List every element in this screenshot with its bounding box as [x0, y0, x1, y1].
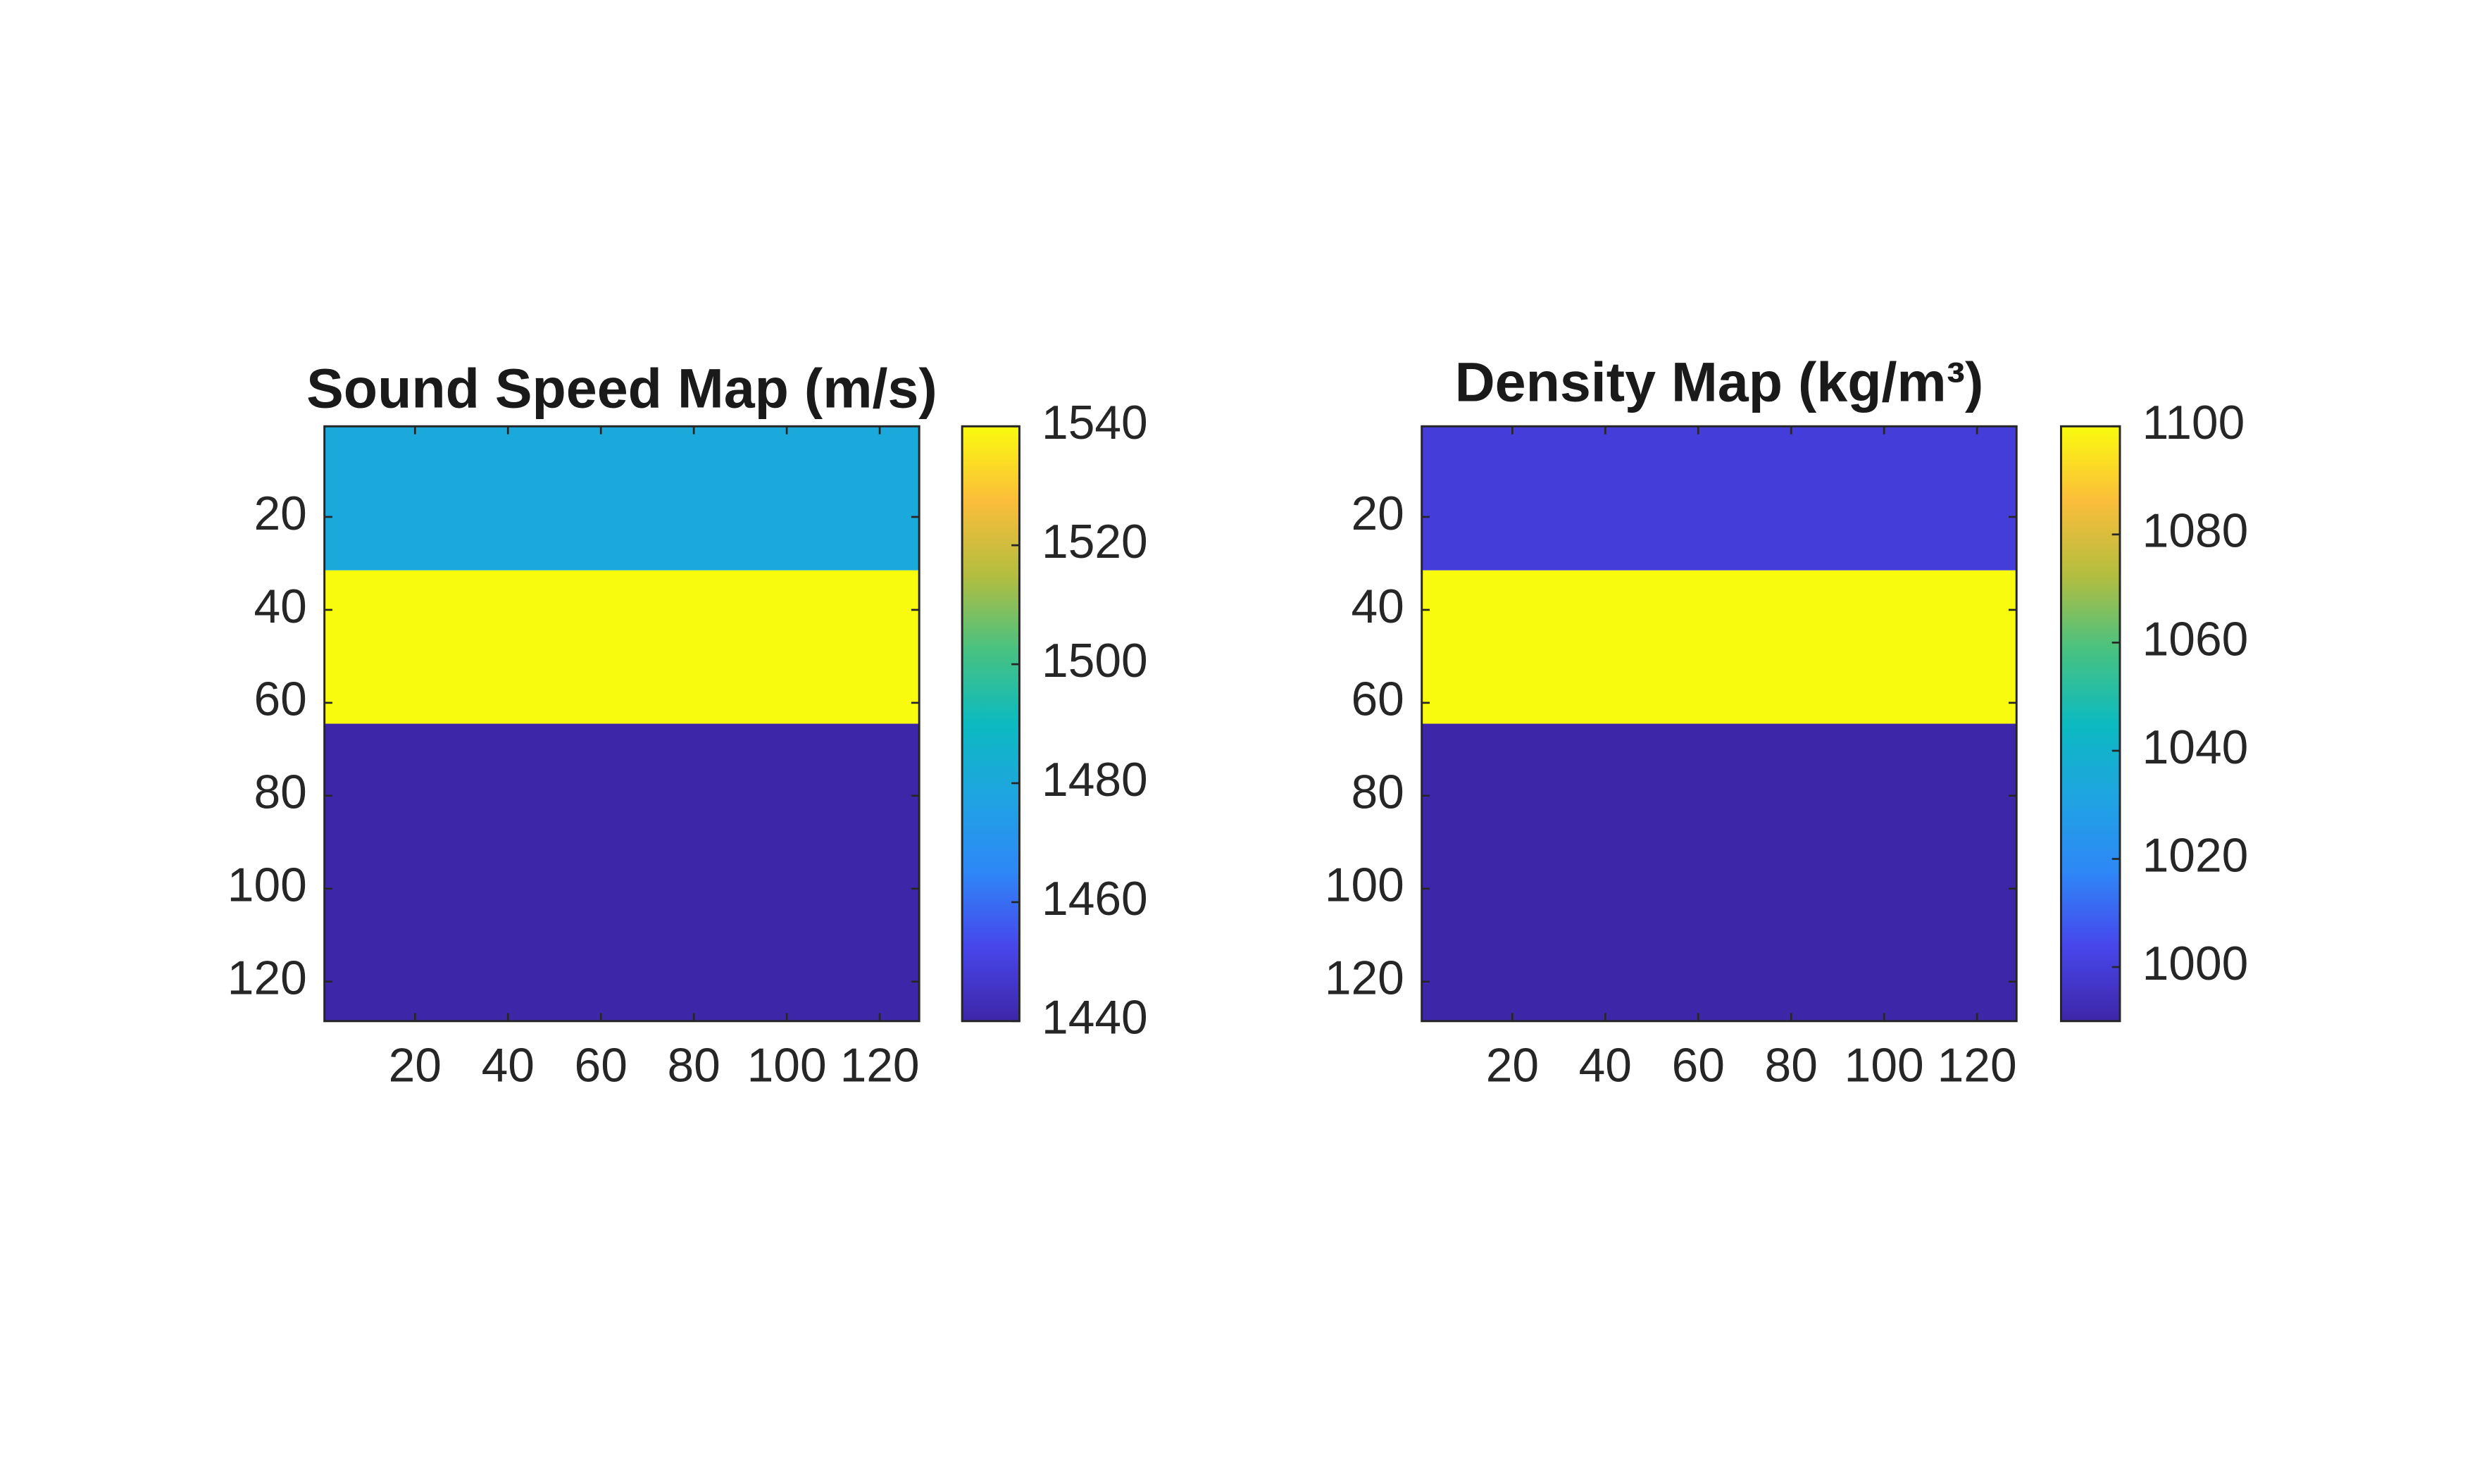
x-tick-label: 20	[389, 1039, 442, 1092]
x-tick-label: 80	[667, 1039, 720, 1092]
colorbar-tick-label: 1480	[1042, 754, 1148, 806]
plot-frame	[1421, 425, 2018, 1023]
y-tick-label: 120	[1325, 952, 1404, 1005]
colorbar-tick-label: 1520	[1042, 516, 1148, 568]
x-tick-label: 120	[1937, 1039, 2017, 1092]
colorbar-tick-label: 1500	[1042, 635, 1148, 687]
x-tick-label: 60	[1672, 1039, 1725, 1092]
y-tick-label: 20	[1352, 487, 1404, 540]
colorbar-tick-label: 1460	[1042, 873, 1148, 925]
x-tick-label: 120	[840, 1039, 920, 1092]
y-tick-label: 40	[254, 580, 306, 633]
heatmap-band	[324, 723, 920, 1021]
y-tick-label: 80	[254, 766, 306, 819]
heatmap-band	[1421, 426, 2017, 570]
y-tick-label: 100	[227, 859, 307, 912]
y-tick-label: 60	[1352, 673, 1404, 726]
y-tick-label: 120	[227, 952, 307, 1005]
heatmap-band	[1421, 723, 2017, 1021]
plot-frame	[323, 425, 921, 1023]
colorbar	[2059, 425, 2121, 1023]
colorbar-tick-label: 1440	[1042, 992, 1148, 1045]
heatmap-band	[324, 570, 920, 724]
y-tick-label: 60	[254, 673, 306, 726]
x-tick-label: 60	[575, 1039, 628, 1092]
x-tick-label: 80	[1765, 1039, 1818, 1092]
colorbar-tick-label: 1100	[2142, 397, 2245, 449]
colorbar-tick-label: 1040	[2142, 721, 2249, 774]
chart-title: Density Map (kg/m³)	[1455, 351, 1984, 413]
x-tick-label: 40	[1579, 1039, 1632, 1092]
y-tick-label: 40	[1352, 580, 1404, 633]
y-tick-label: 100	[1325, 859, 1404, 912]
y-tick-label: 80	[1352, 766, 1404, 819]
y-tick-label: 20	[254, 487, 306, 540]
x-tick-label: 100	[1845, 1039, 1924, 1092]
colorbar-tick-label: 1020	[2142, 829, 2249, 882]
heatmap-band	[324, 426, 920, 570]
colorbar-tick-label: 1000	[2142, 937, 2249, 990]
colorbar-tick-label: 1060	[2142, 613, 2249, 666]
x-tick-label: 100	[747, 1039, 827, 1092]
x-tick-label: 40	[482, 1039, 535, 1092]
colorbar-tick-label: 1540	[1042, 397, 1148, 449]
heatmap-band	[1421, 570, 2017, 724]
colorbar	[961, 425, 1021, 1023]
x-tick-label: 20	[1486, 1039, 1539, 1092]
colorbar-tick-label: 1080	[2142, 505, 2249, 558]
chart-title: Sound Speed Map (m/s)	[306, 357, 937, 420]
